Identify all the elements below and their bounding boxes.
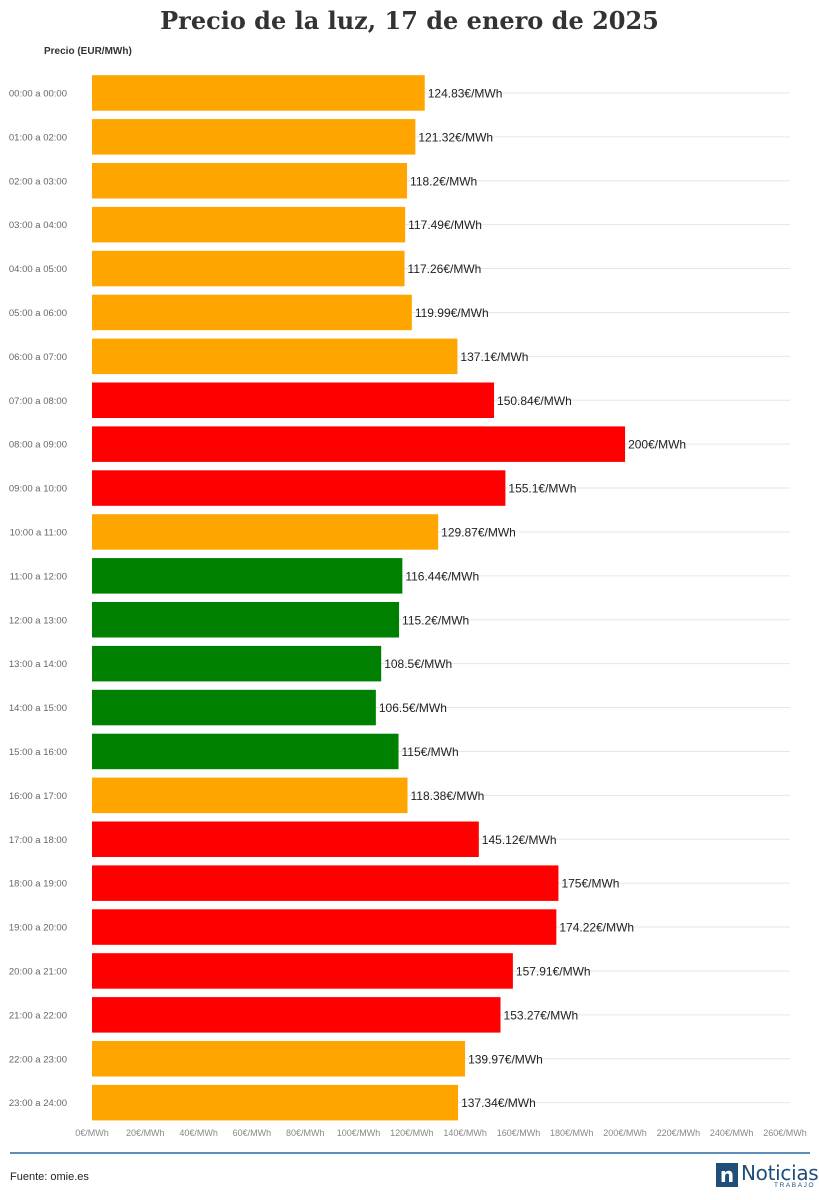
category-label: 04:00 a 05:00 bbox=[9, 264, 67, 275]
x-tick-label: 180€/MWh bbox=[550, 1128, 594, 1138]
category-label: 19:00 a 20:00 bbox=[9, 923, 67, 934]
logo-wordmark: Noticias bbox=[741, 1161, 819, 1185]
category-label: 07:00 a 08:00 bbox=[9, 396, 67, 407]
bar bbox=[92, 470, 506, 506]
category-label: 08:00 a 09:00 bbox=[9, 440, 67, 451]
category-label: 11:00 a 12:00 bbox=[10, 571, 67, 582]
category-label: 15:00 a 16:00 bbox=[9, 747, 67, 758]
bar bbox=[92, 206, 406, 243]
bar bbox=[92, 75, 425, 111]
data-label: 137.1€/MWh bbox=[460, 350, 528, 364]
category-label: 22:00 a 23:00 bbox=[9, 1054, 67, 1065]
data-label: 117.49€/MWh bbox=[408, 218, 482, 232]
category-label: 20:00 a 21:00 bbox=[9, 966, 67, 977]
data-label: 139.97€/MWh bbox=[468, 1052, 543, 1066]
data-label: 145.12€/MWh bbox=[482, 833, 557, 847]
category-label: 12:00 a 13:00 bbox=[9, 615, 67, 626]
x-tick-label: 240€/MWh bbox=[710, 1128, 754, 1138]
source-note: Fuente: omie.es bbox=[10, 1171, 89, 1183]
x-tick-label: 160€/MWh bbox=[497, 1128, 541, 1138]
category-label: 05:00 a 06:00 bbox=[9, 308, 67, 319]
bar bbox=[92, 689, 376, 726]
bar bbox=[92, 909, 557, 945]
bar bbox=[92, 1041, 466, 1077]
category-label: 06:00 a 07:00 bbox=[9, 352, 67, 363]
bar bbox=[92, 602, 400, 638]
bar bbox=[92, 558, 403, 594]
chart-title: Precio de la luz, 17 de enero de 2025 bbox=[160, 6, 659, 35]
data-label: 200€/MWh bbox=[628, 438, 686, 452]
data-label: 175€/MWh bbox=[561, 877, 619, 891]
bar bbox=[92, 645, 382, 682]
bar bbox=[92, 294, 412, 331]
category-label: 21:00 a 22:00 bbox=[9, 1010, 67, 1021]
category-label: 10:00 a 11:00 bbox=[10, 527, 67, 538]
data-label: 118.2€/MWh bbox=[410, 174, 477, 188]
bar-chart: 00:00 a 00:00 124.83€/MWh 01:00 a 02:00 121… bbox=[9, 75, 807, 1138]
x-tick-label: 40€/MWh bbox=[179, 1128, 218, 1138]
bar bbox=[92, 163, 408, 199]
bar bbox=[92, 1084, 459, 1121]
data-label: 108.5€/MWh bbox=[384, 657, 452, 671]
bar bbox=[92, 997, 501, 1033]
bar bbox=[92, 733, 399, 770]
data-label: 115.2€/MWh bbox=[402, 613, 469, 627]
data-label: 153.27€/MWh bbox=[504, 1008, 579, 1022]
bar bbox=[92, 865, 559, 901]
category-label: 01:00 a 02:00 bbox=[9, 132, 67, 143]
data-label: 129.87€/MWh bbox=[441, 525, 516, 539]
data-label: 115€/MWh bbox=[402, 745, 459, 759]
x-tick-label: 120€/MWh bbox=[390, 1128, 434, 1138]
bar bbox=[92, 821, 479, 857]
bar bbox=[92, 250, 405, 287]
data-label: 118.38€/MWh bbox=[411, 789, 485, 803]
logo-subtitle: TRABAJO bbox=[774, 1182, 816, 1189]
x-tick-label: 140€/MWh bbox=[443, 1128, 487, 1138]
data-label: 155.1€/MWh bbox=[508, 482, 576, 496]
data-label: 150.84€/MWh bbox=[497, 394, 572, 408]
x-tick-label: 260€/MWh bbox=[763, 1128, 807, 1138]
category-label: 02:00 a 03:00 bbox=[9, 176, 67, 187]
y-axis-label: Precio (EUR/MWh) bbox=[44, 46, 132, 57]
x-tick-label: 60€/MWh bbox=[233, 1128, 272, 1138]
logo-mark-icon: n bbox=[716, 1163, 738, 1187]
category-label: 00:00 a 00:00 bbox=[9, 88, 67, 99]
bar bbox=[92, 953, 513, 989]
category-label: 16:00 a 17:00 bbox=[9, 791, 67, 802]
category-label: 18:00 a 19:00 bbox=[9, 879, 67, 890]
bar bbox=[92, 777, 408, 814]
data-label: 106.5€/MWh bbox=[379, 701, 447, 715]
footer-divider bbox=[10, 1152, 810, 1154]
x-tick-label: 0€/MWh bbox=[75, 1128, 109, 1138]
data-label: 121.32€/MWh bbox=[418, 130, 493, 144]
x-tick-label: 200€/MWh bbox=[603, 1128, 647, 1138]
category-label: 14:00 a 15:00 bbox=[9, 703, 67, 714]
data-label: 117.26€/MWh bbox=[408, 262, 482, 276]
bar bbox=[92, 514, 439, 550]
bar bbox=[92, 382, 495, 418]
x-tick-label: 220€/MWh bbox=[657, 1128, 701, 1138]
data-label: 124.83€/MWh bbox=[428, 86, 503, 100]
data-label: 157.91€/MWh bbox=[516, 964, 591, 978]
brand-logo: n Noticias TRABAJO bbox=[716, 1161, 819, 1190]
data-label: 119.99€/MWh bbox=[415, 306, 489, 320]
bar bbox=[92, 338, 458, 375]
data-label: 116.44€/MWh bbox=[405, 569, 479, 583]
category-label: 23:00 a 24:00 bbox=[9, 1098, 67, 1109]
category-label: 03:00 a 04:00 bbox=[9, 220, 67, 231]
data-label: 174.22€/MWh bbox=[559, 921, 634, 935]
x-tick-label: 20€/MWh bbox=[126, 1128, 165, 1138]
category-label: 13:00 a 14:00 bbox=[9, 659, 67, 670]
x-tick-label: 100€/MWh bbox=[337, 1128, 381, 1138]
category-label: 17:00 a 18:00 bbox=[9, 835, 67, 846]
category-label: 09:00 a 10:00 bbox=[9, 484, 67, 495]
x-tick-label: 80€/MWh bbox=[286, 1128, 325, 1138]
bar bbox=[92, 426, 626, 462]
bar bbox=[92, 119, 416, 155]
data-label: 137.34€/MWh bbox=[461, 1096, 536, 1110]
